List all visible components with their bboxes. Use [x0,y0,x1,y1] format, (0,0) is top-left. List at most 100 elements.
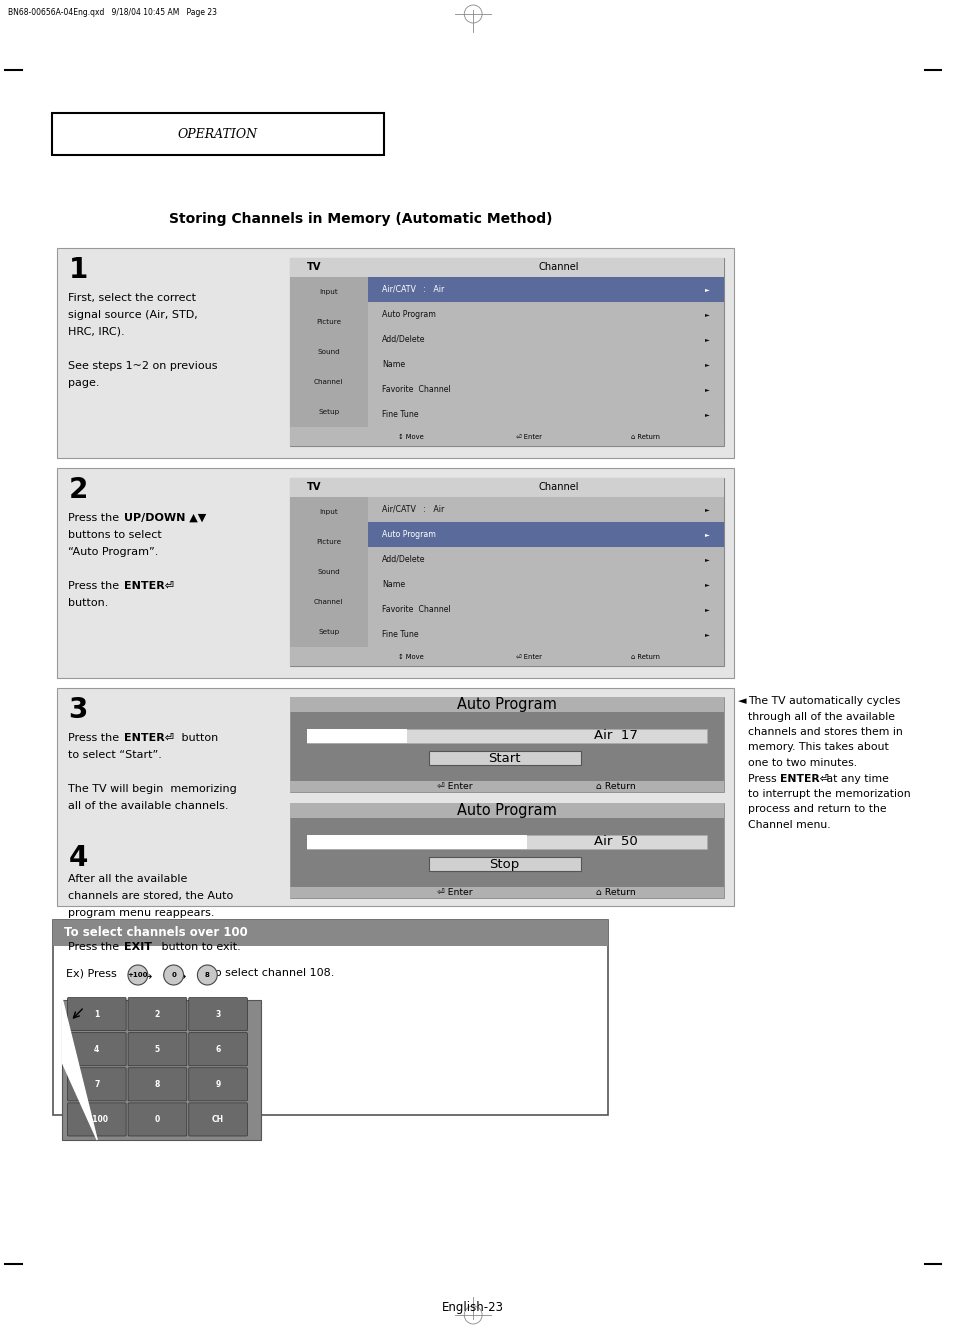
Text: channels are stored, the Auto: channels are stored, the Auto [69,890,233,901]
Text: 7: 7 [94,1080,99,1088]
Text: Storing Channels in Memory (Automatic Method): Storing Channels in Memory (Automatic Me… [169,213,552,226]
Bar [290,780,723,792]
Text: Channel: Channel [314,599,343,605]
FancyBboxPatch shape [189,1103,247,1136]
Text: Air  17: Air 17 [593,730,637,743]
Text: ►: ► [704,633,709,637]
Text: Channel: Channel [538,262,578,272]
FancyBboxPatch shape [428,857,580,872]
Text: ENTER⏎: ENTER⏎ [124,734,174,743]
Text: ⏎ Enter: ⏎ Enter [516,654,541,659]
Text: 6: 6 [215,1045,220,1054]
Text: to select channel 108.: to select channel 108. [207,968,335,978]
Text: Press the: Press the [69,734,123,743]
Bar [290,258,723,276]
Text: ►: ► [704,532,709,537]
Text: ENTER⏎: ENTER⏎ [779,773,828,784]
Text: To select channels over 100: To select channels over 100 [65,926,248,940]
Text: After all the available: After all the available [69,873,188,884]
Text: 1: 1 [94,1010,99,1018]
Bar [290,497,368,647]
Text: Add/Delete: Add/Delete [382,556,425,563]
Bar [290,427,723,447]
FancyBboxPatch shape [189,1067,247,1100]
Bar [56,688,733,906]
Text: BN68-00656A-04Eng.qxd   9/18/04 10:45 AM   Page 23: BN68-00656A-04Eng.qxd 9/18/04 10:45 AM P… [8,8,216,17]
Circle shape [164,965,183,985]
Text: ►: ► [704,312,709,316]
Text: button.: button. [69,598,109,607]
Text: 2: 2 [154,1010,160,1018]
Text: at any time: at any time [822,773,888,784]
FancyBboxPatch shape [68,1067,126,1100]
Text: page.: page. [69,377,100,388]
Text: ⌂ Return: ⌂ Return [595,888,635,897]
Text: ⏎ Enter: ⏎ Enter [436,781,472,791]
Bar [56,468,733,678]
Text: ►: ► [704,412,709,417]
Bar [290,478,723,666]
Text: ↕ Move: ↕ Move [398,654,424,659]
Text: Sound: Sound [317,569,340,575]
Text: Press the: Press the [69,513,123,524]
Text: Press the: Press the [69,581,123,591]
Text: ►: ► [704,361,709,367]
Text: Fine Tune: Fine Tune [382,630,418,639]
Text: Air/CATV   :   Air: Air/CATV : Air [382,505,444,514]
Text: 0: 0 [171,971,176,978]
Text: EXIT: EXIT [124,941,152,952]
Text: one to two minutes.: one to two minutes. [747,758,856,768]
Text: all of the available channels.: all of the available channels. [69,801,229,811]
Bar [368,276,723,302]
Text: process and return to the: process and return to the [747,804,885,815]
Text: Sound: Sound [317,350,340,355]
Text: 0: 0 [154,1115,160,1124]
Bar [52,920,607,1115]
Text: CH: CH [212,1115,224,1124]
Bar [290,886,723,898]
Bar [307,836,526,849]
Text: Auto Program: Auto Program [382,530,436,538]
Circle shape [128,965,148,985]
Text: →: → [142,971,152,982]
Text: memory. This takes about: memory. This takes about [747,743,888,752]
Text: 5: 5 [154,1045,160,1054]
Bar [290,696,723,712]
Text: ►: ► [704,387,709,392]
Text: Press: Press [747,773,780,784]
Text: 8: 8 [154,1080,160,1088]
FancyBboxPatch shape [128,1103,187,1136]
FancyBboxPatch shape [128,998,187,1031]
Text: Input: Input [319,288,337,295]
Text: HRC, IRC).: HRC, IRC). [69,327,125,338]
Bar [290,647,723,666]
Text: button: button [177,734,217,743]
Bar [290,478,723,497]
Text: Auto Program: Auto Program [382,310,436,319]
Text: 4: 4 [69,844,88,872]
Text: Press the: Press the [69,941,123,952]
Text: ↕ Move: ↕ Move [398,433,424,440]
Text: ⌂ Return: ⌂ Return [595,781,635,791]
Text: The TV will begin  memorizing: The TV will begin memorizing [69,784,237,793]
Text: +100: +100 [86,1115,108,1124]
Text: ►: ► [704,557,709,562]
Text: “Auto Program”.: “Auto Program”. [69,548,158,557]
Text: ►: ► [704,287,709,292]
Text: Air  50: Air 50 [593,836,637,848]
Text: Input: Input [319,509,337,514]
Bar [63,999,260,1140]
Text: Channel menu.: Channel menu. [747,820,830,831]
Text: ⏎ Enter: ⏎ Enter [436,888,472,897]
FancyBboxPatch shape [128,1067,187,1100]
Text: ⌂ Return: ⌂ Return [631,654,659,659]
Text: 3: 3 [215,1010,220,1018]
Text: Name: Name [382,360,405,369]
Text: ►: ► [704,582,709,587]
Text: TV: TV [307,482,321,493]
Text: signal source (Air, STD,: signal source (Air, STD, [69,310,198,320]
Bar [290,276,368,427]
Text: Add/Delete: Add/Delete [382,335,425,344]
Text: ►: ► [704,607,709,613]
Bar [290,258,723,447]
